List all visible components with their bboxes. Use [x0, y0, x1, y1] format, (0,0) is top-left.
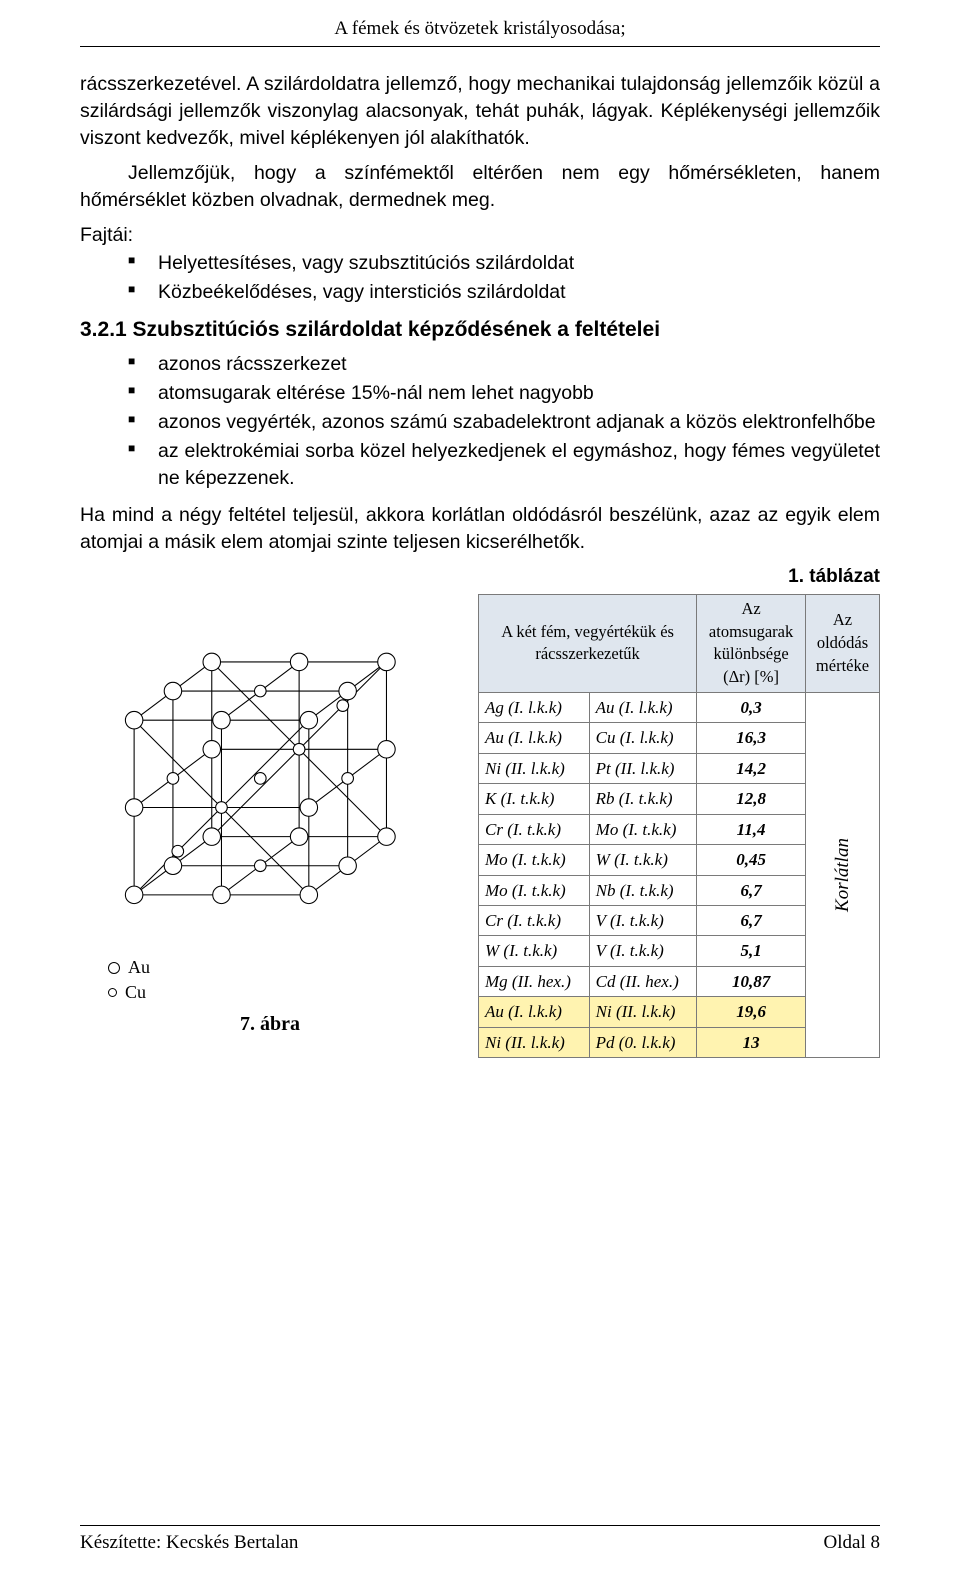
legend-marker-au: [108, 962, 120, 974]
cell-metal-a: Au (I. l.k.k): [479, 723, 590, 753]
footer-author: Készítette: Kecskés Bertalan: [80, 1532, 298, 1554]
legend-label-au: Au: [128, 955, 150, 980]
table-caption: 1. táblázat: [80, 564, 880, 590]
cell-metal-a: Ag (I. l.k.k): [479, 692, 590, 722]
cell-metal-b: V (I. t.k.k): [589, 906, 696, 936]
cell-metal-a: Cr (I. t.k.k): [479, 906, 590, 936]
fajtai-list: Helyettesítéses, vagy szubsztitúciós szi…: [80, 250, 880, 306]
list-item: atomsugarak eltérése 15%-nál nem lehet n…: [128, 380, 880, 407]
col-header-delta-r: Az atomsugarak különbsége (Δr) [%]: [697, 594, 806, 692]
list-item: azonos rácsszerkezet: [128, 351, 880, 378]
cell-delta-r: 13: [697, 1027, 806, 1057]
solubility-table: A két fém, vegyértékük és rácsszerkezetű…: [478, 594, 880, 1059]
figure-7: Au Cu 7. ábra: [80, 594, 460, 1039]
col-header-extent: Az oldódás mértéke: [806, 594, 880, 692]
page-footer: Készítette: Kecskés Bertalan Oldal 8: [80, 1532, 880, 1566]
cell-delta-r: 11,4: [697, 814, 806, 844]
body-text: rácsszerkezetével. A szilárdoldatra jell…: [80, 71, 880, 1058]
cell-metal-b: Cu (I. l.k.k): [589, 723, 696, 753]
running-head: A fémek és ötvözetek kristályosodása;: [80, 0, 880, 40]
cell-metal-a: Mg (II. hex.): [479, 966, 590, 996]
list-item: az elektrokémiai sorba közel helyezkedje…: [128, 438, 880, 492]
cell-metal-b: Nb (I. t.k.k): [589, 875, 696, 905]
list-item: azonos vegyérték, azonos számú szabadele…: [128, 409, 880, 436]
cell-delta-r: 5,1: [697, 936, 806, 966]
legend-marker-cu: [108, 988, 117, 997]
cell-metal-a: Mo (I. t.k.k): [479, 875, 590, 905]
table-row: Ag (I. l.k.k)Au (I. l.k.k)0,3Korlátlan: [479, 692, 880, 722]
cell-delta-r: 0,3: [697, 692, 806, 722]
footer-page: Oldal 8: [824, 1532, 880, 1554]
conditions-list: azonos rácsszerkezet atomsugarak eltérés…: [80, 351, 880, 492]
cell-metal-a: Ni (II. l.k.k): [479, 753, 590, 783]
figure-caption: 7. ábra: [80, 1011, 460, 1039]
cell-metal-a: Au (I. l.k.k): [479, 997, 590, 1027]
heading-3-2-1: 3.2.1 Szubsztitúciós szilárdoldat képződ…: [80, 316, 880, 345]
cell-metal-a: Mo (I. t.k.k): [479, 845, 590, 875]
cell-extent-merged: Korlátlan: [806, 692, 880, 1057]
cell-metal-b: Cd (II. hex.): [589, 966, 696, 996]
fajtai-label: Fajtái:: [80, 222, 880, 249]
cell-metal-a: K (I. t.k.k): [479, 784, 590, 814]
para-1: rácsszerkezetével. A szilárdoldatra jell…: [80, 71, 880, 152]
cell-delta-r: 16,3: [697, 723, 806, 753]
list-item: Közbeékelődéses, vagy intersticiós szilá…: [128, 279, 880, 306]
col-header-metals: A két fém, vegyértékük és rácsszerkezetű…: [479, 594, 697, 692]
footer-rule: [80, 1525, 880, 1526]
cell-delta-r: 6,7: [697, 875, 806, 905]
lattice-diagram: [105, 594, 435, 943]
extent-label: Korlátlan: [829, 838, 855, 912]
cell-delta-r: 6,7: [697, 906, 806, 936]
cell-metal-a: Ni (II. l.k.k): [479, 1027, 590, 1057]
figure-legend: Au Cu: [108, 955, 460, 1005]
header-rule: [80, 46, 880, 47]
cell-metal-a: W (I. t.k.k): [479, 936, 590, 966]
cell-metal-b: Pt (II. l.k.k): [589, 753, 696, 783]
cell-metal-b: Rb (I. t.k.k): [589, 784, 696, 814]
cell-metal-b: V (I. t.k.k): [589, 936, 696, 966]
cell-delta-r: 14,2: [697, 753, 806, 783]
list-item: Helyettesítéses, vagy szubsztitúciós szi…: [128, 250, 880, 277]
cell-delta-r: 0,45: [697, 845, 806, 875]
para-3: Ha mind a négy feltétel teljesül, akkora…: [80, 502, 880, 556]
cell-metal-b: Mo (I. t.k.k): [589, 814, 696, 844]
cell-delta-r: 12,8: [697, 784, 806, 814]
para-2: Jellemzőjük, hogy a színfémektől eltérőe…: [80, 160, 880, 214]
cell-delta-r: 10,87: [697, 966, 806, 996]
cell-metal-a: Cr (I. t.k.k): [479, 814, 590, 844]
cell-metal-b: W (I. t.k.k): [589, 845, 696, 875]
cell-metal-b: Pd (0. l.k.k): [589, 1027, 696, 1057]
cell-metal-b: Ni (II. l.k.k): [589, 997, 696, 1027]
legend-label-cu: Cu: [125, 980, 146, 1005]
cell-metal-b: Au (I. l.k.k): [589, 692, 696, 722]
cell-delta-r: 19,6: [697, 997, 806, 1027]
